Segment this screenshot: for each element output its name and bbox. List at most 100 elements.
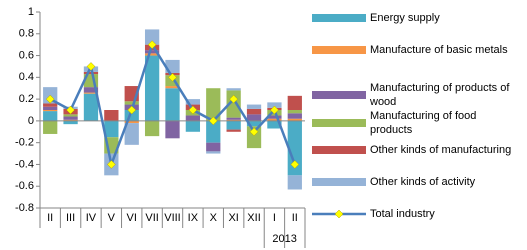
bar-segment xyxy=(63,116,78,120)
legend-item: Manufacturing of products of wood xyxy=(312,81,524,109)
line-marker xyxy=(270,105,279,115)
y-tick-label: 0.2 xyxy=(19,93,34,105)
bar-segment xyxy=(144,53,160,56)
line-marker xyxy=(188,105,198,115)
y-tick-label: 0 xyxy=(28,115,34,127)
bar-segment xyxy=(287,175,302,190)
y-tick-label: 1 xyxy=(28,6,34,18)
legend-swatch xyxy=(312,14,366,22)
bar-segment xyxy=(206,120,221,143)
legend-label: Manufacture of basic metals xyxy=(370,44,508,56)
legend-label: Other kinds of manufacturing xyxy=(370,144,512,156)
bar-segment xyxy=(104,110,119,121)
bar-segment xyxy=(63,119,78,121)
bar-segment xyxy=(206,88,221,121)
bar-segment xyxy=(185,120,201,132)
bar-segment xyxy=(104,120,119,138)
bar-segment xyxy=(124,123,139,145)
bar-segment xyxy=(246,108,262,115)
bar-segment xyxy=(246,104,262,109)
x-tick-label: III xyxy=(66,212,75,224)
x-tick-label: IX xyxy=(188,212,199,224)
legend-label: Total industry xyxy=(370,208,435,220)
bar-segment xyxy=(165,88,180,121)
line-marker xyxy=(66,105,75,115)
bar-segment xyxy=(226,119,241,121)
bar-segment xyxy=(287,120,302,176)
bar-segment xyxy=(287,95,302,110)
bar-segment xyxy=(226,90,241,118)
y-tick-label: -0.4 xyxy=(15,158,34,170)
legend-label: Manufacturing of products of wood xyxy=(370,82,510,108)
legend-item: Manufacture of basic metals xyxy=(312,43,524,57)
legend-swatch xyxy=(312,178,366,186)
bar-segment xyxy=(287,113,302,119)
y-tick-label: 0.4 xyxy=(19,71,34,83)
bar-segment xyxy=(226,88,241,91)
x-tick-label: II xyxy=(292,212,298,224)
legend-swatch xyxy=(312,146,366,154)
legend-item: Manufacturing of food products xyxy=(312,109,524,137)
bar-segment xyxy=(246,120,262,127)
line-marker xyxy=(106,160,116,169)
y-tick-label: -0.2 xyxy=(15,137,34,149)
bar-segment xyxy=(267,120,282,129)
legend-item: Other kinds of activity xyxy=(312,175,524,189)
x-tick-label: VI xyxy=(127,212,137,224)
bar-segment xyxy=(83,93,99,121)
line-marker xyxy=(127,105,137,115)
x-tick-label: X xyxy=(210,212,218,224)
bar-segment xyxy=(43,111,58,121)
bar-segment xyxy=(287,118,302,121)
x-tick-label: XII xyxy=(247,212,260,224)
bar-segment xyxy=(185,99,201,105)
bar-segment xyxy=(43,110,58,112)
bar-segment xyxy=(83,87,99,93)
legend-label: Manufacturing of food products xyxy=(370,110,477,136)
bar-segment xyxy=(267,115,282,119)
x-tick-label: II xyxy=(47,212,53,224)
line-marker xyxy=(147,40,157,50)
x-tick-label: VIII xyxy=(164,212,181,224)
bar-segment xyxy=(43,106,58,110)
x-tick-label: XI xyxy=(228,212,238,224)
bar-segment xyxy=(144,55,160,121)
legend-item: Energy supply xyxy=(312,11,524,25)
bar-segment xyxy=(226,117,241,120)
bar-segment xyxy=(124,110,139,121)
line-marker xyxy=(208,116,218,126)
bar-segment xyxy=(63,114,78,117)
bar-segment xyxy=(43,120,58,134)
bar-segment xyxy=(124,101,139,105)
bar-segment xyxy=(144,50,160,54)
bar-segment xyxy=(165,86,180,89)
bar-segment xyxy=(43,103,58,107)
bar-segment xyxy=(267,102,282,108)
y-tick-label: -0.6 xyxy=(15,180,34,192)
bar-segment xyxy=(144,29,160,45)
bar-segment xyxy=(83,71,99,75)
legend-marker xyxy=(334,209,344,219)
bar-segment xyxy=(124,120,139,124)
bar-segment xyxy=(63,120,78,125)
y-tick-label: -0.8 xyxy=(15,202,34,214)
legend-item: Other kinds of manufacturing xyxy=(312,143,524,157)
bar-segment xyxy=(144,120,160,137)
bar-segment xyxy=(246,114,262,121)
x-tick-label: IV xyxy=(86,212,97,224)
x-tick-label: V xyxy=(108,212,116,224)
legend-item: Total industry xyxy=(312,207,524,221)
legend-swatch xyxy=(312,209,366,219)
bar-segment xyxy=(267,118,282,121)
line-marker xyxy=(45,94,55,104)
bar-segment xyxy=(83,92,99,94)
bar-segment xyxy=(226,129,241,132)
bar-segment xyxy=(206,151,221,154)
line-marker xyxy=(229,94,239,104)
bar-segment xyxy=(185,115,201,121)
line-marker xyxy=(290,160,300,169)
line-marker xyxy=(168,72,177,82)
y-tick-label: 0.8 xyxy=(19,28,34,40)
year-label: 2013 xyxy=(272,233,296,245)
